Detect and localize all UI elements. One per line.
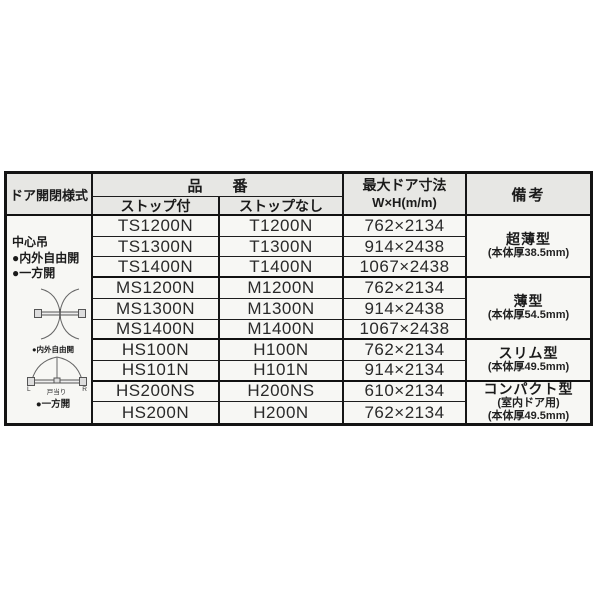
remark-note: (本体厚49.5mm) [487,360,570,373]
pn-with-stop-cell: TS1200N [93,216,220,237]
remark-note: (本体厚49.5mm) [487,409,570,422]
max-size-cell: 762×2134 [344,340,467,361]
header-max-door-size-line2: W×H(m/m) [372,195,437,210]
remark-note: (本体厚38.5mm) [487,247,570,260]
pn-with-stop-cell: HS100N [93,340,220,361]
header-door-style: ドア開閉様式 [7,174,93,216]
max-size-cell: 914×2438 [344,298,467,320]
header-max-door-size: 最大ドア寸法 W×H(m/m) [344,174,467,216]
max-size-cell: 1067×2438 [344,257,467,279]
pn-with-stop-cell: TS1400N [93,257,220,279]
pn-with-stop-cell: MS1200N [93,278,220,299]
remark-title: 超薄型 [506,231,551,248]
pn-without-stop-cell: T1400N [220,257,344,279]
pn-without-stop-cell: H101N [220,360,344,382]
remark-title: コンパクト型 [483,381,574,397]
pn-with-stop-cell: MS1300N [93,298,220,320]
door-style-line1: 中心吊 [12,235,49,249]
remark-note: (室内ドア用) [497,396,560,409]
pn-with-stop-cell: HS101N [93,360,220,382]
door-style-text: 中心吊 ●内外自由開 ●一方開 [12,235,79,282]
pn-with-stop-cell: HS200N [93,402,220,423]
double-swing-caption: ●内外自由開 [31,345,75,354]
double-swing-door-diagram-icon [34,288,86,340]
pn-without-stop-cell: M1400N [220,319,344,341]
pn-without-stop-cell: H100N [220,340,344,361]
pn-with-stop-cell: MS1400N [93,319,220,341]
remark-title: 薄型 [513,293,544,310]
max-size-cell: 610×2134 [344,381,467,403]
max-size-cell: 914×2134 [344,360,467,382]
pn-without-stop-cell: H200N [220,402,344,423]
door-style-line2: ●内外自由開 [12,250,80,265]
remark-group: コンパクト型 (室内ドア用) (本体厚49.5mm) [467,381,590,423]
pn-without-stop-cell: H200NS [220,381,344,403]
door-style-cell: 中心吊 ●内外自由開 ●一方開 ●内外自由開 L 戸当り [7,216,93,423]
max-size-cell: 762×2134 [344,402,467,423]
header-max-door-size-line1: 最大ドア寸法 [362,177,447,193]
remark-group: 超薄型 (本体厚38.5mm) [467,216,590,279]
header-remarks: 備考 [467,174,590,216]
max-size-cell: 1067×2438 [344,319,467,341]
max-size-cell: 762×2134 [344,278,467,299]
pn-without-stop-cell: M1200N [220,278,344,299]
remark-note: (本体厚54.5mm) [487,309,570,322]
label-door-stop: 戸当り [46,389,67,396]
pn-without-stop-cell: M1300N [220,298,344,320]
label-left: L [27,386,31,393]
max-size-cell: 914×2438 [344,236,467,258]
single-swing-labels: L 戸当り R [27,386,87,396]
single-swing-door-diagram-icon [27,356,87,386]
header-without-stop: ストップなし [220,197,344,216]
pn-with-stop-cell: HS200NS [93,381,220,403]
pn-without-stop-cell: T1200N [220,216,344,237]
header-part-number: 品 番 [93,174,344,197]
remark-title: スリム型 [498,344,559,361]
single-swing-caption: ●一方開 [35,399,71,410]
door-style-line3: ●一方開 [12,266,56,280]
pn-with-stop-cell: TS1300N [93,236,220,258]
label-right: R [82,386,87,393]
remark-group: スリム型 (本体厚49.5mm) [467,340,590,382]
remark-group: 薄型 (本体厚54.5mm) [467,278,590,341]
spec-table: ドア開閉様式 品 番 ストップ付 ストップなし 最大ドア寸法 W×H(m/m) … [4,171,593,426]
max-size-cell: 762×2134 [344,216,467,237]
pn-without-stop-cell: T1300N [220,236,344,258]
header-with-stop: ストップ付 [93,197,220,216]
